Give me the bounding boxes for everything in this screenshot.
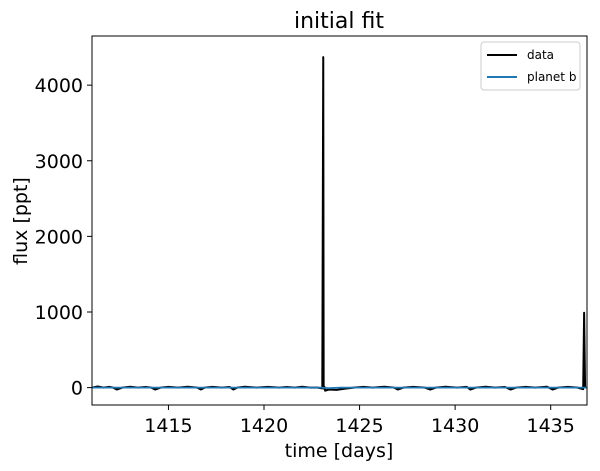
series-line-data [92, 56, 587, 392]
x-axis-ticks: 1415 1420 1425 1430 1435 [144, 405, 575, 437]
plot-frame [91, 35, 588, 406]
series-layer [92, 56, 587, 392]
x-tick-label: 1435 [527, 415, 575, 437]
x-axis-title: time [days] [285, 440, 394, 462]
legend-label-data: data [527, 48, 554, 62]
x-tick-label: 1415 [144, 415, 192, 437]
y-tick-label: 1000 [35, 302, 83, 324]
legend-label-planet-b: planet b [527, 70, 576, 84]
x-tick-label: 1420 [240, 415, 288, 437]
y-tick-label: 4000 [35, 75, 83, 97]
y-tick-label: 2000 [35, 226, 83, 248]
y-tick-label: 0 [71, 378, 83, 400]
x-tick-label: 1430 [431, 415, 479, 437]
y-axis-title: flux [ppt] [10, 177, 32, 265]
chart-title: initial fit [294, 9, 384, 34]
legend: data planet b [480, 41, 581, 91]
y-axis-ticks: 0 1000 2000 3000 4000 [35, 75, 92, 400]
series-line-planet-b [92, 386, 587, 390]
y-tick-label: 3000 [35, 151, 83, 173]
x-tick-label: 1425 [335, 415, 383, 437]
